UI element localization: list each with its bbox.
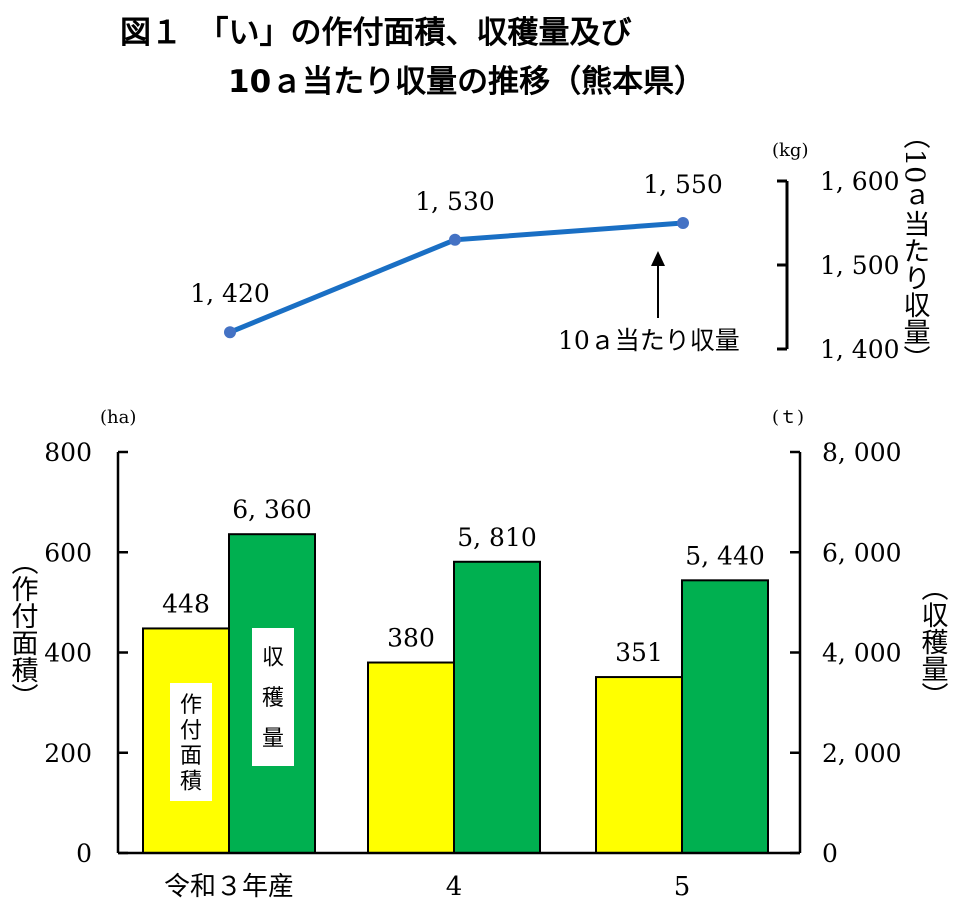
- bar-left-tick-label: 200: [44, 739, 92, 768]
- line-data-label: 1, 530: [415, 187, 495, 216]
- bar-series: 448 6, 360 380 5, 810 351 5, 440: [142, 495, 769, 855]
- bar-left-tick-label: 400: [44, 639, 92, 668]
- bar-right-tick-label: 2, 000: [822, 739, 902, 768]
- bar-right-tick-label: 4, 000: [822, 639, 902, 668]
- line-y-unit: (kg): [772, 140, 808, 161]
- x-tick-labels: 令和３年産 4 5: [164, 872, 690, 902]
- bar-right-y-unit: (ｔ): [772, 407, 804, 428]
- line-point: [224, 326, 236, 339]
- chart-title-line1: 図１ 「い」の作付面積、収穫量及び: [120, 15, 632, 51]
- x-tick-label: 5: [674, 872, 691, 902]
- line-y-tick-label: 1, 400: [820, 335, 900, 364]
- line-data-label: 1, 550: [643, 170, 723, 199]
- bar-right-tick-label: 6, 000: [822, 538, 902, 567]
- line-y-axis-title: （10ａ当たり収量）: [899, 122, 931, 372]
- bar-right-tick-label: 0: [822, 839, 838, 868]
- bar-left-y-axis-title: （作付面積）: [7, 548, 39, 710]
- bar-area-label: 351: [615, 638, 663, 667]
- bar-left-tick-label: 600: [44, 538, 92, 567]
- bar-harvest: [681, 579, 769, 854]
- bar-right-y-axis-title: （収穫量）: [917, 574, 949, 709]
- line-data-label: 1, 420: [190, 279, 270, 308]
- inside-label-area: 作付面積: [180, 693, 202, 795]
- inside-label-harvest-box: [252, 628, 294, 766]
- line-series: 1, 420 1, 530 1, 550: [190, 170, 723, 339]
- bar-harvest-label: 5, 440: [685, 541, 765, 570]
- bar-chart: (ha) (ｔ) （作付面積） （収穫量） 448 6, 360 380 5, 810…: [7, 407, 949, 902]
- bar-area: [367, 661, 455, 855]
- bar-right-tick-label: 8, 000: [822, 438, 902, 467]
- bar-harvest-label: 6, 360: [232, 495, 312, 524]
- bar-axes: 0 200 400 600 800 0 2, 000 4, 000 6, 000 8, 000: [44, 438, 901, 868]
- bar-left-y-unit: (ha): [100, 407, 136, 428]
- bar-area-label: 380: [387, 624, 435, 653]
- line-point: [677, 217, 689, 229]
- chart-title-line2: 10ａ当たり収量の推移（熊本県）: [228, 64, 705, 100]
- x-tick-label: 4: [446, 872, 463, 902]
- line-annotation-label: 10ａ当たり収量: [558, 326, 740, 355]
- bar-area: [595, 676, 683, 855]
- bar-inside-labels: 作付面積 収穫量: [170, 628, 294, 801]
- inside-label-harvest: 収穫量: [262, 645, 284, 751]
- annotation-arrow-head: [651, 251, 665, 266]
- bar-left-tick-label: 800: [44, 438, 92, 467]
- bar-left-tick-label: 0: [76, 839, 92, 868]
- line-point: [449, 233, 461, 246]
- x-tick-label: 令和３年産: [164, 872, 294, 902]
- inside-label-area-box: [170, 683, 212, 801]
- bar-area-label: 448: [162, 589, 210, 618]
- line-right-axis: 1, 400 1, 500 1, 600: [777, 167, 900, 364]
- bar-harvest: [453, 560, 541, 854]
- line-y-tick-label: 1, 600: [820, 167, 900, 196]
- line-y-tick-label: 1, 500: [820, 251, 900, 280]
- bar-harvest-label: 5, 810: [457, 523, 537, 552]
